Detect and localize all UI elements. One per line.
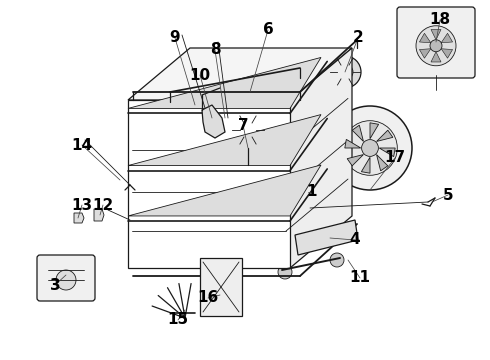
Polygon shape xyxy=(431,30,441,40)
Bar xyxy=(169,93,181,101)
Polygon shape xyxy=(128,58,321,108)
Text: 14: 14 xyxy=(72,138,93,153)
Polygon shape xyxy=(128,48,352,100)
Polygon shape xyxy=(441,33,453,43)
Text: 13: 13 xyxy=(72,198,93,212)
Circle shape xyxy=(337,64,353,80)
Text: 6: 6 xyxy=(263,22,273,37)
Text: 2: 2 xyxy=(353,31,364,45)
Circle shape xyxy=(230,112,266,148)
Circle shape xyxy=(416,26,456,66)
Polygon shape xyxy=(376,130,393,141)
Text: 11: 11 xyxy=(349,270,370,285)
Text: 4: 4 xyxy=(350,233,360,248)
Circle shape xyxy=(240,122,256,138)
Polygon shape xyxy=(352,125,364,141)
Text: 7: 7 xyxy=(238,117,248,132)
Text: 5: 5 xyxy=(442,188,453,202)
Polygon shape xyxy=(441,49,453,58)
Circle shape xyxy=(56,270,76,290)
Text: 18: 18 xyxy=(429,13,451,27)
Polygon shape xyxy=(290,48,352,268)
Circle shape xyxy=(278,265,292,279)
Polygon shape xyxy=(202,105,225,138)
Polygon shape xyxy=(431,52,441,62)
FancyBboxPatch shape xyxy=(397,7,475,78)
FancyBboxPatch shape xyxy=(37,255,95,301)
Polygon shape xyxy=(419,33,431,43)
Polygon shape xyxy=(128,100,290,268)
Circle shape xyxy=(330,253,344,267)
Polygon shape xyxy=(345,139,361,148)
Text: 8: 8 xyxy=(210,42,220,58)
Polygon shape xyxy=(295,220,358,255)
Bar xyxy=(289,69,301,77)
Polygon shape xyxy=(94,209,104,221)
Polygon shape xyxy=(74,213,84,223)
Circle shape xyxy=(362,140,378,156)
Circle shape xyxy=(430,40,442,52)
Text: 10: 10 xyxy=(190,68,211,82)
Polygon shape xyxy=(128,165,321,216)
Polygon shape xyxy=(370,123,379,139)
Polygon shape xyxy=(347,154,364,166)
Polygon shape xyxy=(128,114,321,166)
Circle shape xyxy=(343,121,397,175)
Polygon shape xyxy=(379,148,395,157)
Circle shape xyxy=(329,56,361,88)
Polygon shape xyxy=(376,154,388,171)
Text: 9: 9 xyxy=(170,31,180,45)
Polygon shape xyxy=(362,157,370,173)
Text: 12: 12 xyxy=(93,198,114,212)
Text: 16: 16 xyxy=(197,291,219,306)
Text: 3: 3 xyxy=(49,278,60,292)
Polygon shape xyxy=(200,258,242,316)
Text: 1: 1 xyxy=(307,184,317,199)
Text: 15: 15 xyxy=(168,312,189,328)
Text: 17: 17 xyxy=(385,150,406,166)
Circle shape xyxy=(328,106,412,190)
Polygon shape xyxy=(419,49,431,58)
